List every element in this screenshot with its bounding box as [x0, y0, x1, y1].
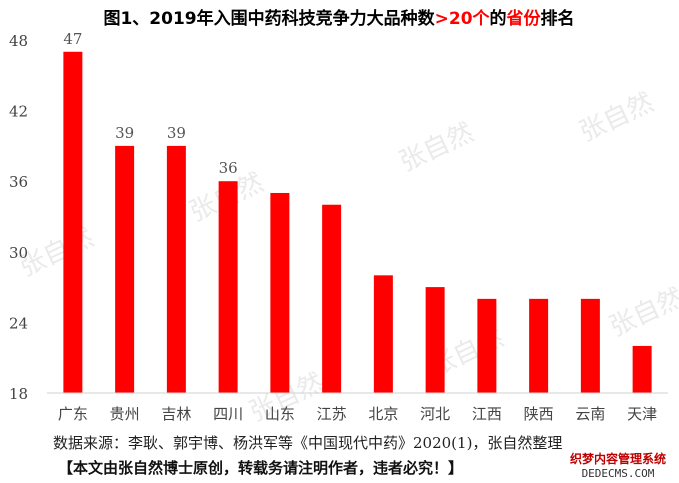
bars-group	[63, 51, 652, 394]
y-tick-label: 36	[9, 173, 28, 191]
x-axis: 广东 贵州 吉林 四川 山东 江苏 北京 河北 江西 陕西 云南 天津	[58, 405, 657, 423]
data-label: 47	[63, 30, 82, 48]
data-labels: 47 39 39 36	[63, 30, 237, 177]
site-stamp: 织梦内容管理系统 DEDECMS.COM	[560, 450, 676, 482]
bar	[270, 192, 290, 393]
x-tick-label: 北京	[368, 405, 398, 423]
bar	[425, 287, 445, 393]
watermark-text: 张自然	[575, 88, 658, 148]
title-part-1: >20个	[435, 8, 491, 29]
watermark-text: 张自然	[605, 283, 679, 343]
bar	[373, 275, 393, 393]
chart-title: 图1、2019年入围中药科技竞争力大品种数>20个的省份排名	[103, 8, 574, 29]
bar	[63, 51, 83, 394]
bar	[218, 181, 238, 393]
x-tick-label: 陕西	[524, 405, 554, 423]
x-tick-label: 贵州	[110, 405, 140, 423]
x-tick-label: 云南	[575, 405, 605, 423]
title-part-4: 排名	[541, 8, 575, 29]
watermark-text: 张自然	[395, 118, 478, 178]
x-tick-label: 天津	[627, 405, 657, 423]
x-tick-label: 广东	[58, 405, 88, 423]
bar	[166, 145, 186, 393]
x-tick-label: 吉林	[161, 405, 191, 423]
x-tick-label: 江西	[472, 405, 502, 423]
y-tick-label: 42	[9, 103, 28, 121]
data-label: 39	[167, 124, 186, 142]
stamp-line1: 织梦内容管理系统	[570, 451, 666, 466]
x-tick-label: 山东	[265, 405, 295, 423]
x-tick-label: 江苏	[317, 405, 347, 423]
title-part-0: 图1、2019年入围中药科技竞争力大品种数	[103, 8, 435, 29]
x-tick-label: 四川	[213, 405, 243, 423]
y-axis: 18 24 30 36 42 48	[9, 32, 28, 403]
stamp-line2: DEDECMS.COM	[582, 467, 655, 480]
y-tick-label: 18	[9, 385, 28, 403]
bar	[322, 204, 342, 393]
bar	[529, 298, 549, 393]
source-note: 数据来源：李耿、郭宇博、杨洪军等《中国现代中药》2020(1)，张自然整理	[53, 434, 562, 452]
title-part-2: 的	[490, 8, 507, 29]
data-label: 36	[219, 159, 238, 177]
y-tick-label: 48	[9, 32, 28, 50]
copyright-notice: 【本文由张自然博士原创，转载务请注明作者，违者必究！】	[58, 459, 463, 477]
x-tick-label: 河北	[420, 405, 450, 423]
bar	[580, 298, 600, 393]
bar	[477, 298, 497, 393]
title-part-3: 省份	[506, 8, 542, 29]
bar	[115, 145, 135, 393]
bar	[632, 345, 652, 393]
data-label: 39	[115, 124, 134, 142]
y-tick-label: 24	[9, 314, 28, 332]
y-tick-label: 30	[9, 244, 28, 262]
